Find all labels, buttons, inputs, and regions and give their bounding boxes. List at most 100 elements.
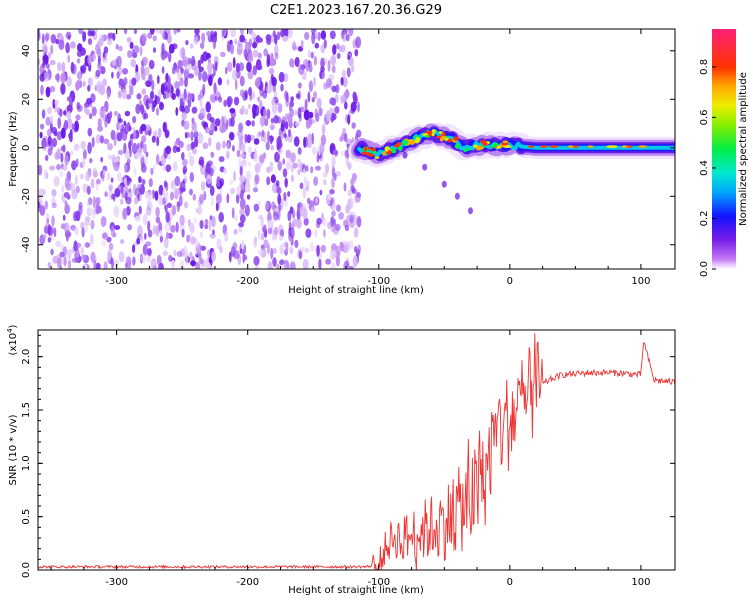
noise-cell	[155, 225, 160, 238]
noise-cell	[87, 85, 91, 92]
noise-cell	[320, 66, 325, 73]
noise-cell	[108, 32, 114, 39]
branch-point	[422, 163, 428, 171]
colorbar: 0.0 0.2 0.4 0.6 0.8 Normalized spectral ampl…	[699, 29, 749, 277]
noise-cell	[193, 217, 197, 224]
noise-cell	[329, 249, 333, 261]
noise-cell	[239, 165, 243, 177]
noise-cell	[51, 189, 57, 197]
noise-cell	[270, 247, 274, 260]
noise-cell	[107, 39, 113, 46]
noise-cell	[61, 184, 65, 194]
noise-cell	[353, 227, 359, 239]
signal-peak	[587, 145, 594, 148]
noise-cell	[149, 29, 155, 35]
noise-cell	[189, 172, 194, 183]
noise-cell	[75, 185, 80, 193]
noise-cell	[215, 141, 221, 151]
noise-cell	[297, 107, 302, 119]
noise-cell	[335, 255, 340, 267]
noise-cell	[220, 124, 227, 133]
signal-peak	[638, 145, 648, 148]
noise-cell	[338, 45, 344, 53]
noise-cell	[125, 262, 129, 269]
noise-cell	[154, 190, 159, 201]
noise-cell	[74, 227, 79, 236]
noise-cell	[114, 225, 121, 230]
signal-peak	[431, 132, 435, 137]
noise-cell	[347, 162, 352, 171]
noise-cell	[239, 89, 245, 97]
noise-cell	[107, 154, 111, 160]
noise-cell	[140, 253, 147, 264]
noise-cell	[233, 250, 240, 260]
noise-cell	[336, 250, 340, 258]
noise-cell	[85, 171, 90, 182]
noise-cell	[126, 94, 132, 100]
noise-cell	[96, 178, 101, 185]
noise-cell	[171, 66, 176, 75]
noise-cell	[181, 59, 188, 67]
signal-peak	[398, 145, 403, 152]
noise-cell	[117, 113, 121, 124]
noise-cell	[66, 117, 73, 129]
x-tick-label: -200	[236, 276, 259, 287]
signal-peak	[447, 138, 453, 143]
noise-cell	[335, 84, 340, 94]
colorbar-tick-label: 0.8	[699, 59, 710, 75]
noise-cell	[103, 261, 108, 269]
noise-cell	[226, 78, 230, 86]
branch-point	[468, 207, 473, 215]
noise-cell	[142, 213, 148, 226]
noise-cell	[294, 121, 300, 127]
noise-cell	[345, 33, 350, 42]
noise-cell	[156, 29, 162, 34]
noise-cell	[227, 97, 232, 108]
noise-cell	[84, 216, 91, 222]
noise-cell	[304, 31, 310, 41]
noise-cell	[232, 57, 236, 69]
noise-cell	[318, 107, 323, 117]
noise-cell	[70, 182, 76, 194]
noise-cell	[299, 246, 306, 252]
noise-cell	[127, 224, 132, 231]
signal-peak	[382, 151, 386, 156]
noise-cell	[87, 200, 91, 207]
noise-cell	[103, 138, 110, 145]
noise-cell	[196, 205, 203, 215]
noise-cell	[82, 62, 87, 74]
noise-cell	[284, 29, 289, 38]
noise-cell	[352, 255, 358, 268]
noise-cell	[213, 31, 218, 37]
noise-cell	[80, 140, 86, 150]
noise-cell	[179, 260, 185, 269]
noise-cell	[51, 126, 58, 134]
noise-cell	[252, 65, 257, 76]
noise-cell	[355, 249, 361, 257]
signal-peak	[424, 135, 430, 138]
noise-cell	[289, 206, 294, 215]
noise-cell	[87, 141, 92, 154]
noise-cell	[145, 124, 151, 131]
noise-cell	[113, 162, 120, 172]
noise-cell	[238, 157, 242, 168]
noise-cell	[336, 43, 340, 50]
noise-cell	[244, 182, 249, 193]
signal-peak	[391, 148, 397, 154]
noise-cell	[223, 99, 228, 107]
noise-cell	[102, 232, 109, 240]
noise-cell	[247, 53, 254, 63]
noise-cell	[285, 242, 289, 254]
colorbar-label: Normalized spectral amplitude	[738, 72, 749, 226]
noise-cell	[248, 29, 253, 35]
noise-cell	[138, 205, 142, 215]
noise-cell	[107, 143, 113, 151]
snr-series-line	[38, 333, 675, 570]
noise-cell	[305, 228, 312, 238]
noise-cell	[103, 46, 109, 54]
noise-cell	[198, 69, 202, 81]
signal-peak	[367, 147, 372, 150]
noise-cell	[336, 204, 341, 212]
noise-cell	[47, 261, 51, 269]
noise-cell	[40, 84, 44, 96]
